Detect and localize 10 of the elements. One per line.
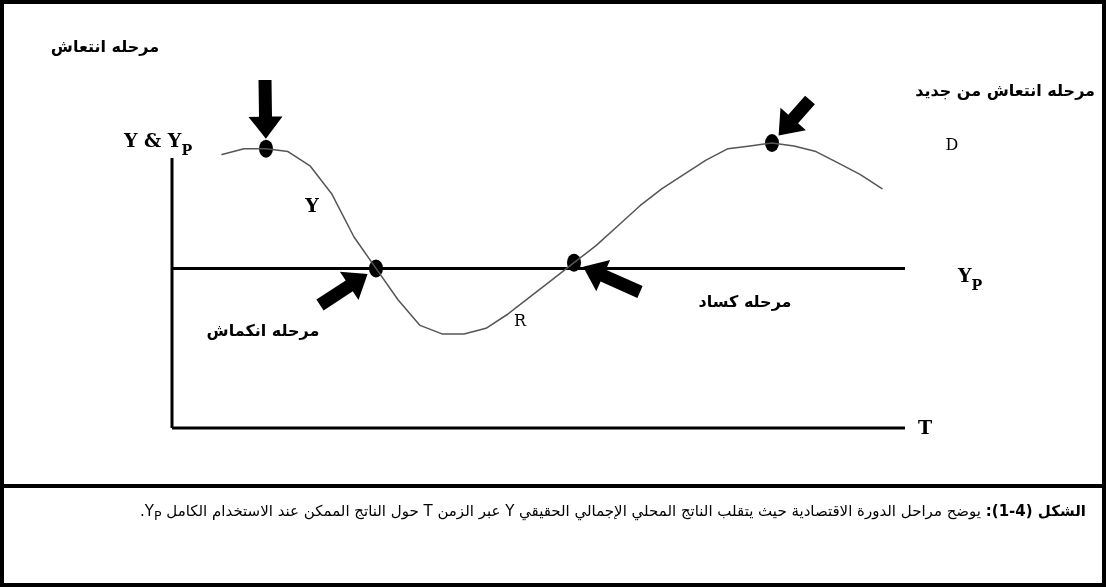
x-axis-title: T (917, 416, 933, 438)
text: مرحله انتعاش من جديد (915, 81, 1095, 100)
annotation: مرحله انکماش (206, 321, 320, 340)
text: D (945, 135, 959, 154)
text: مرحله انتعاش (50, 37, 160, 56)
series-label: Y (304, 194, 320, 216)
y-axis-title: Y & Y$_{P}$ (122, 129, 193, 158)
ref-line-label: Y$_{P}$ (957, 264, 983, 294)
annotation: R (513, 311, 527, 330)
annotation: مرحله کساد (698, 292, 792, 311)
